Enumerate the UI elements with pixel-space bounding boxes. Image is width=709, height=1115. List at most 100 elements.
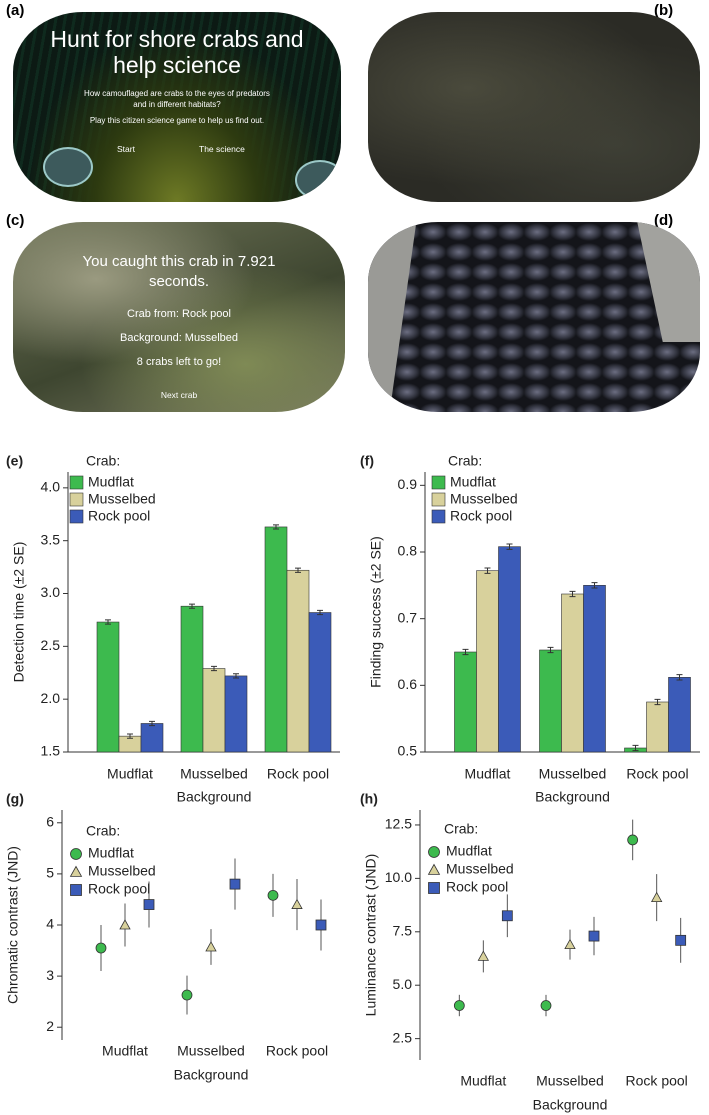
game-start-screen: Hunt for shore crabs and help science Ho… — [13, 12, 341, 202]
legend-label: Musselbed — [88, 491, 156, 507]
x-tick-label: Rock pool — [266, 1043, 328, 1059]
data-point — [143, 899, 155, 910]
y-tick-label: 5 — [46, 865, 54, 881]
y-axis-label: Chromatic contrast (JND) — [5, 846, 21, 1004]
y-tick-label: 1.5 — [41, 743, 61, 759]
legend-swatch — [69, 509, 84, 524]
error-bar — [211, 665, 217, 672]
legend-label: Rock pool — [450, 508, 512, 524]
bar — [140, 723, 164, 753]
bar — [286, 569, 310, 753]
legend-title: Crab: — [448, 453, 482, 469]
y-tick-label: 0.5 — [398, 743, 418, 759]
bar — [96, 621, 120, 753]
start-button[interactable]: Start — [117, 144, 135, 154]
crab-illustration — [43, 147, 93, 187]
y-tick-label: 3.5 — [41, 531, 61, 547]
x-tick-label: Musselbed — [539, 766, 607, 782]
bar — [224, 675, 248, 753]
y-tick-label: 4 — [46, 916, 54, 932]
y-tick-label: 2.5 — [41, 637, 61, 653]
x-axis-label: Background — [533, 1097, 608, 1113]
y-tick-label: 6 — [46, 813, 54, 829]
legend-label: Rock pool — [446, 879, 508, 895]
error-bar — [484, 567, 491, 574]
musselbed-background[interactable] — [368, 222, 700, 412]
y-tick-label: 0.9 — [398, 476, 418, 492]
game-question: How camouflaged are crabs to the eyes of… — [84, 89, 270, 109]
bar — [454, 651, 477, 753]
legend-swatch — [427, 863, 441, 875]
error-bar — [127, 733, 133, 739]
error-bar — [149, 720, 155, 727]
data-point — [477, 950, 490, 961]
y-tick-label: 2.5 — [393, 1029, 413, 1045]
error-bar — [189, 603, 195, 609]
panel-label: (c) — [6, 212, 25, 229]
crabs-remaining: 8 crabs left to go! — [136, 356, 222, 368]
panel-label: (g) — [6, 791, 24, 807]
error-bar — [676, 674, 683, 681]
data-point — [267, 889, 279, 901]
y-axis-label: Finding success (±2 SE) — [368, 536, 384, 688]
legend-label: Mudflat — [446, 843, 492, 859]
legend-swatch — [431, 475, 446, 490]
bar — [668, 677, 691, 753]
error-bar — [273, 524, 279, 530]
mudflat-background[interactable] — [368, 12, 700, 202]
y-tick-label: 7.5 — [393, 922, 413, 938]
data-point — [650, 891, 663, 903]
y-tick-label: 12.5 — [385, 816, 412, 832]
science-button[interactable]: The science — [199, 144, 245, 154]
data-point — [627, 834, 639, 846]
legend-title: Crab: — [444, 821, 478, 837]
y-tick-label: 3.0 — [41, 584, 61, 600]
next-crab-button[interactable]: Next crab — [160, 390, 198, 400]
x-tick-label: Rock pool — [267, 766, 329, 782]
error-bar — [506, 543, 513, 550]
background-name: Background: Musselbed — [119, 332, 238, 344]
legend-label: Musselbed — [88, 863, 156, 879]
data-point — [588, 930, 600, 942]
bar — [202, 668, 226, 753]
error-bar — [295, 567, 301, 573]
data-point — [540, 1000, 552, 1011]
x-tick-label: Mudflat — [465, 766, 511, 782]
panel-label: (a) — [6, 2, 25, 19]
legend-swatch — [428, 882, 440, 894]
legend-swatch — [428, 846, 440, 858]
error-bar — [547, 646, 554, 654]
game-prompt: Play this citizen science game to help u… — [89, 116, 265, 125]
bar — [308, 612, 332, 753]
legend-label: Mudflat — [450, 474, 496, 490]
legend-label: Mudflat — [88, 474, 134, 490]
error-bar — [462, 648, 469, 656]
legend-swatch — [69, 492, 84, 507]
legend-swatch — [431, 509, 446, 524]
panel-label: (f) — [360, 453, 374, 469]
bar — [476, 570, 499, 753]
legend-swatch — [70, 884, 82, 896]
legend-label: Mudflat — [88, 845, 134, 861]
x-axis-label: Background — [174, 1067, 249, 1083]
error-bar — [233, 673, 239, 679]
x-tick-label: Musselbed — [177, 1043, 245, 1059]
y-tick-label: 3 — [46, 967, 54, 983]
crab-origin: Crab from: Rock pool — [127, 308, 231, 320]
x-tick-label: Musselbed — [536, 1073, 604, 1089]
error-bar — [317, 609, 323, 616]
x-tick-label: Rock pool — [626, 1073, 688, 1089]
y-tick-label: 2 — [46, 1018, 54, 1034]
legend-swatch — [431, 492, 446, 507]
result-screen: You caught this crab in 7.921 seconds. C… — [13, 222, 345, 412]
x-axis-label: Background — [535, 789, 610, 805]
bar — [561, 593, 584, 753]
legend-swatch — [70, 848, 82, 860]
data-point — [501, 910, 513, 922]
error-bar — [105, 619, 111, 625]
x-tick-label: Mudflat — [460, 1073, 506, 1089]
x-tick-label: Mudflat — [107, 766, 153, 782]
data-point — [315, 919, 327, 931]
